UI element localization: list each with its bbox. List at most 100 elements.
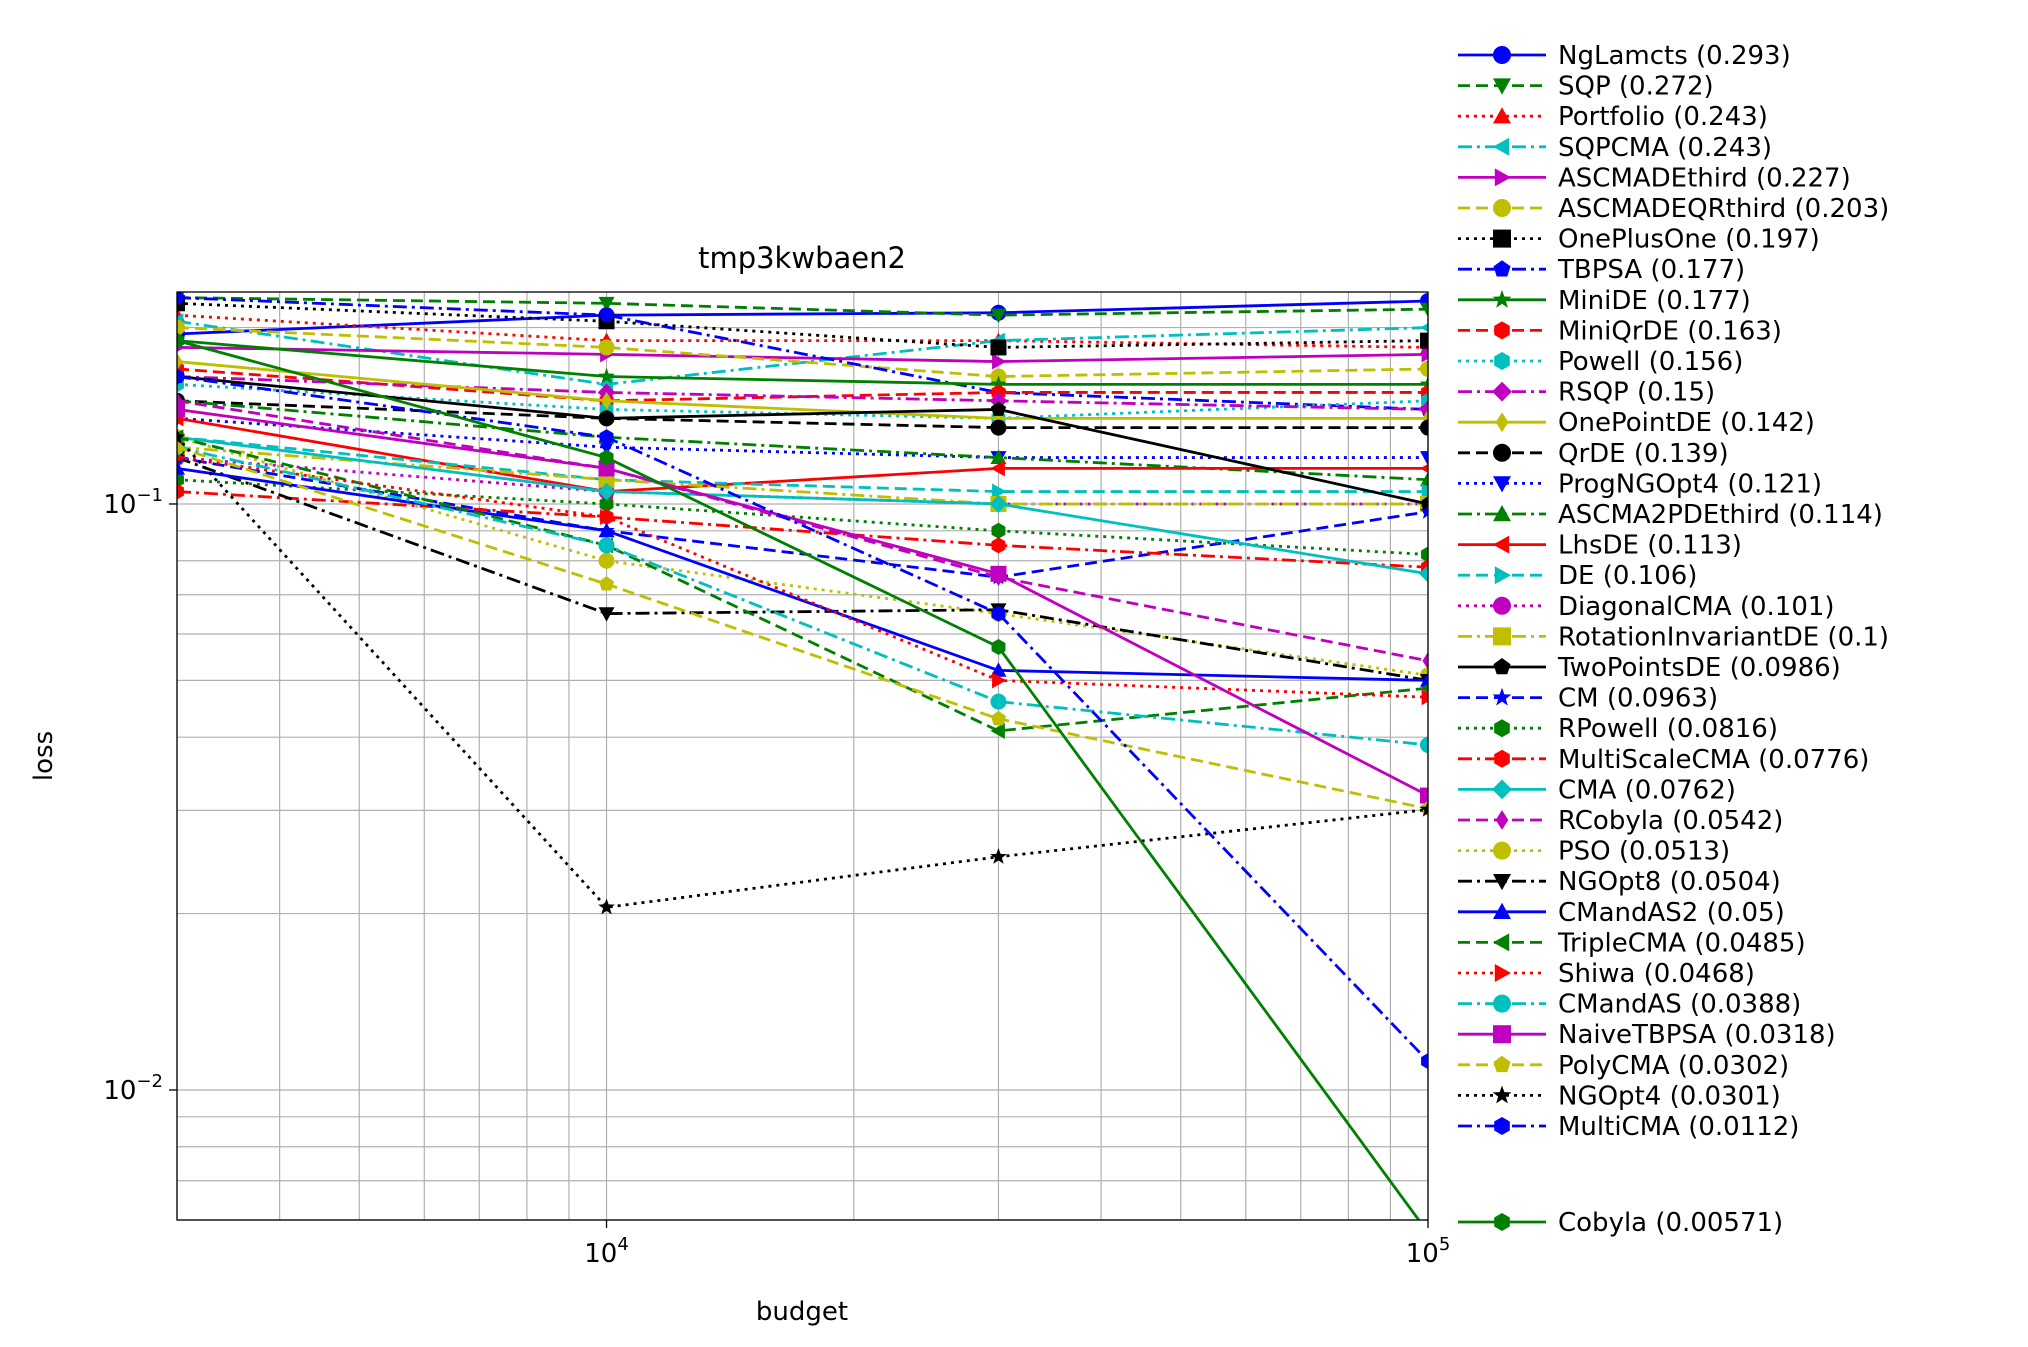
legend-label: ProgNGOpt4 (0.121) — [1558, 469, 1822, 499]
legend-marker — [1494, 352, 1510, 370]
data-point — [991, 639, 1006, 656]
data-point — [990, 847, 1007, 864]
data-point — [177, 453, 185, 463]
legend-item: OnePlusOne (0.197) — [1458, 225, 1820, 255]
data-point — [177, 292, 185, 305]
legend-marker — [1493, 107, 1511, 124]
series-line — [177, 416, 1428, 459]
plot-frame — [176, 291, 1429, 1221]
y-axis-label: loss — [29, 731, 59, 781]
legend-item: MiniQrDE (0.163) — [1458, 316, 1782, 346]
series-line — [177, 296, 1428, 317]
data-point — [598, 537, 615, 554]
legend-item: NgLamcts (0.293) — [1458, 41, 1791, 71]
series-line — [177, 313, 1428, 349]
legend-item: ASCMA2PDEthird (0.114) — [1458, 500, 1883, 530]
series-line — [177, 296, 1428, 411]
series-line — [177, 445, 1428, 747]
series-line — [177, 360, 1428, 420]
data-point — [600, 509, 615, 526]
legend-label: TripleCMA (0.0485) — [1557, 928, 1806, 958]
data-point — [992, 672, 1007, 689]
legend-label: MiniQrDE (0.163) — [1558, 316, 1782, 346]
data-point — [598, 296, 615, 312]
legend-marker — [1493, 46, 1511, 64]
legend-item: RPowell (0.0816) — [1458, 714, 1778, 744]
legend-marker — [1494, 1117, 1510, 1135]
legend-label: TBPSA (0.177) — [1557, 255, 1745, 285]
data-point — [177, 352, 183, 371]
series-22 — [177, 471, 1428, 563]
data-point — [990, 662, 1007, 677]
series-34 — [177, 428, 1428, 915]
series-line — [177, 478, 1428, 556]
legend-item: SQP (0.272) — [1458, 72, 1714, 102]
data-point — [598, 898, 615, 915]
series-line — [177, 339, 1421, 1220]
data-point — [1420, 471, 1428, 487]
series-line — [177, 399, 1428, 430]
data-point — [990, 308, 1007, 324]
legend-marker — [1493, 137, 1510, 156]
legend-item: OnePointDE (0.142) — [1458, 408, 1815, 438]
data-point — [992, 483, 1007, 500]
legend-label: NGOpt8 (0.0504) — [1558, 867, 1781, 897]
data-point — [990, 710, 1007, 726]
legend-label: Cobyla (0.00571) — [1558, 1208, 1783, 1238]
data-point — [177, 483, 184, 500]
data-point — [600, 391, 613, 410]
legend-label: RotationInvariantDE (0.1) — [1558, 622, 1889, 652]
legend-marker — [1493, 535, 1510, 554]
legend-label: RCobyla (0.0542) — [1558, 806, 1783, 836]
legend-label: LhsDE (0.113) — [1558, 531, 1742, 561]
series-layer — [177, 292, 1428, 1220]
series-line — [177, 490, 1428, 569]
legend-item: NaiveTBPSA (0.0318) — [1458, 1020, 1836, 1050]
legend-marker — [1493, 476, 1511, 493]
series-line — [177, 375, 1428, 411]
data-point — [598, 440, 615, 456]
legend-label: NgLamcts (0.293) — [1558, 41, 1791, 71]
legend-label: PolyCMA (0.0302) — [1558, 1051, 1789, 1081]
legend-item: RSQP (0.15) — [1458, 378, 1715, 408]
legend-item: DiagonalCMA (0.101) — [1458, 592, 1835, 622]
legend-item: MiniDE (0.177) — [1458, 286, 1751, 316]
series-30 — [177, 453, 1428, 706]
legend-marker — [1494, 321, 1510, 340]
legend-marker — [1492, 289, 1512, 308]
legend-label: CMA (0.0762) — [1558, 775, 1736, 805]
legend-item: TBPSA (0.177) — [1458, 255, 1745, 285]
legend: NgLamcts (0.293)SQP (0.272)Portfolio (0.… — [1458, 41, 1889, 1238]
data-point — [177, 471, 184, 488]
legend-item: Shiwa (0.0468) — [1458, 959, 1755, 989]
legend-label: ASCMA2PDEthird (0.114) — [1558, 500, 1883, 530]
data-point — [990, 565, 1007, 582]
series-line — [177, 346, 1428, 363]
data-point — [599, 495, 614, 512]
legend-label: OnePointDE (0.142) — [1558, 408, 1815, 438]
legend-marker — [1493, 874, 1511, 891]
data-point — [598, 307, 615, 322]
legend-marker — [1494, 168, 1511, 187]
legend-label: DiagonalCMA (0.101) — [1558, 592, 1835, 622]
legend-marker — [1495, 412, 1509, 433]
legend-marker — [1493, 443, 1511, 462]
legend-item: CMandAS (0.0388) — [1458, 990, 1801, 1020]
legend-marker — [1494, 566, 1511, 585]
data-point — [991, 537, 1006, 554]
data-point — [1419, 502, 1428, 519]
legend-label: ASCMADEthird (0.227) — [1558, 163, 1851, 193]
legend-label: OnePlusOne (0.197) — [1558, 225, 1820, 255]
legend-label: TwoPointsDE (0.0986) — [1557, 653, 1841, 683]
data-point — [598, 460, 615, 477]
data-point — [990, 419, 1007, 436]
data-point — [990, 460, 1005, 477]
legend-label: MiniDE (0.177) — [1558, 286, 1751, 316]
series-line — [177, 319, 1428, 386]
legend-item: NGOpt4 (0.0301) — [1458, 1081, 1781, 1111]
series-line — [177, 456, 1428, 699]
data-point — [990, 375, 1007, 392]
series-line — [177, 456, 1428, 579]
legend-item: Powell (0.156) — [1458, 347, 1743, 377]
